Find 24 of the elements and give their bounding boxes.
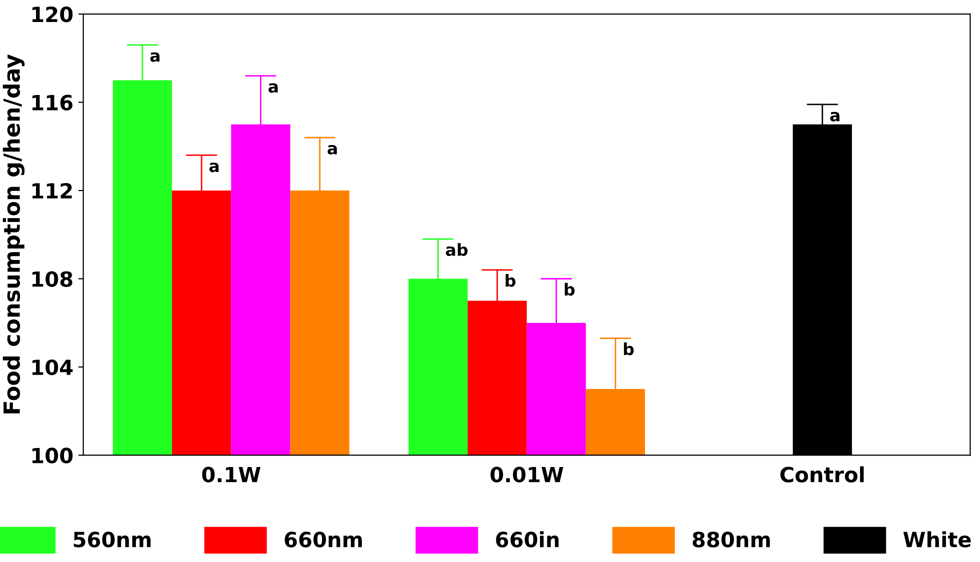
y-axis-title: Food consumption g/hen/day (2, 54, 25, 414)
y-tick-label: 100 (32, 448, 73, 464)
y-tick-label: 112 (32, 182, 72, 198)
data-label: a (209, 162, 219, 172)
y-tick-label: 108 (32, 271, 72, 287)
data-label: a (328, 144, 337, 155)
legend-label: 880nm (692, 532, 770, 548)
x-tick-label: Control (780, 466, 864, 482)
data-label: a (268, 83, 278, 93)
legend-label: 660nm (284, 532, 362, 548)
x-tick-label: 0.1W (202, 466, 260, 482)
y-tick-label: 104 (32, 359, 73, 376)
x-tick-label: 0.01W (490, 466, 564, 482)
data-label: a (150, 52, 160, 62)
y-tick-label: 120 (32, 6, 73, 22)
data-label: b (506, 274, 516, 287)
data-label: b (564, 282, 575, 296)
data-label: b (624, 342, 634, 356)
legend-label: White (903, 531, 971, 548)
legend-label: 560nm (74, 532, 151, 548)
data-label: ab (446, 243, 468, 256)
data-label: a (830, 112, 840, 122)
y-tick-label: 116 (32, 94, 72, 110)
legend-label: 660in (496, 531, 559, 548)
